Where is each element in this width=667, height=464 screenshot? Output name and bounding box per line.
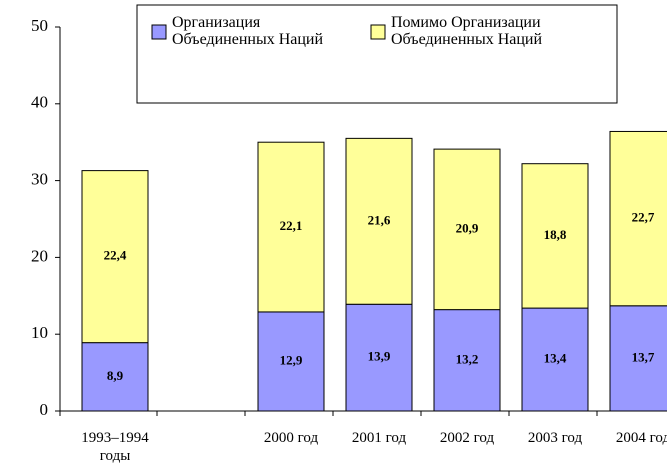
bar-segment [345,137,413,305]
x-tick-label: 1993–1994 годы [81,430,149,464]
bar-segment [521,163,589,309]
value-label: 13,2 [456,351,479,366]
legend-swatch [370,24,386,40]
legend-box [136,4,618,104]
y-tick-label: 40 [31,93,48,112]
bar-segment [609,130,667,307]
bar-segment [257,141,325,313]
x-tick-label: 2004 год [615,430,667,446]
x-tick-label: 2002 год [439,430,495,446]
value-label: 12,9 [280,352,303,367]
value-label: 22,1 [280,218,303,233]
x-tick-label: 2003 год [527,430,583,446]
value-label: 8,9 [107,368,124,383]
value-label: 13,9 [368,349,391,364]
value-label: 22,7 [632,210,655,225]
bar-segment [81,342,149,412]
x-tick-label: 2000 год [263,430,319,446]
legend-label: Помимо Организации Объединенных Наций [391,14,543,48]
y-tick-label: 50 [31,16,48,35]
value-label: 21,6 [368,212,391,227]
bar-segment [609,305,667,412]
bar-segment [81,170,149,344]
y-tick-label: 30 [31,170,48,189]
y-tick-label: 0 [40,400,49,419]
x-tick-label: 2001 год [351,430,407,446]
y-tick-label: 20 [31,246,48,265]
value-label: 13,4 [544,351,567,366]
bar-segment [433,148,501,311]
bar-segment [257,311,325,412]
value-label: 13,7 [632,349,655,364]
legend-swatch [151,24,167,40]
legend-label: Организация Объединенных Наций [172,14,324,48]
value-label: 20,9 [456,220,479,235]
value-label: 18,8 [544,227,567,242]
y-tick-label: 10 [31,323,48,342]
bar-segment [521,307,589,412]
bar-segment [345,303,413,412]
value-label: 22,4 [104,248,127,263]
